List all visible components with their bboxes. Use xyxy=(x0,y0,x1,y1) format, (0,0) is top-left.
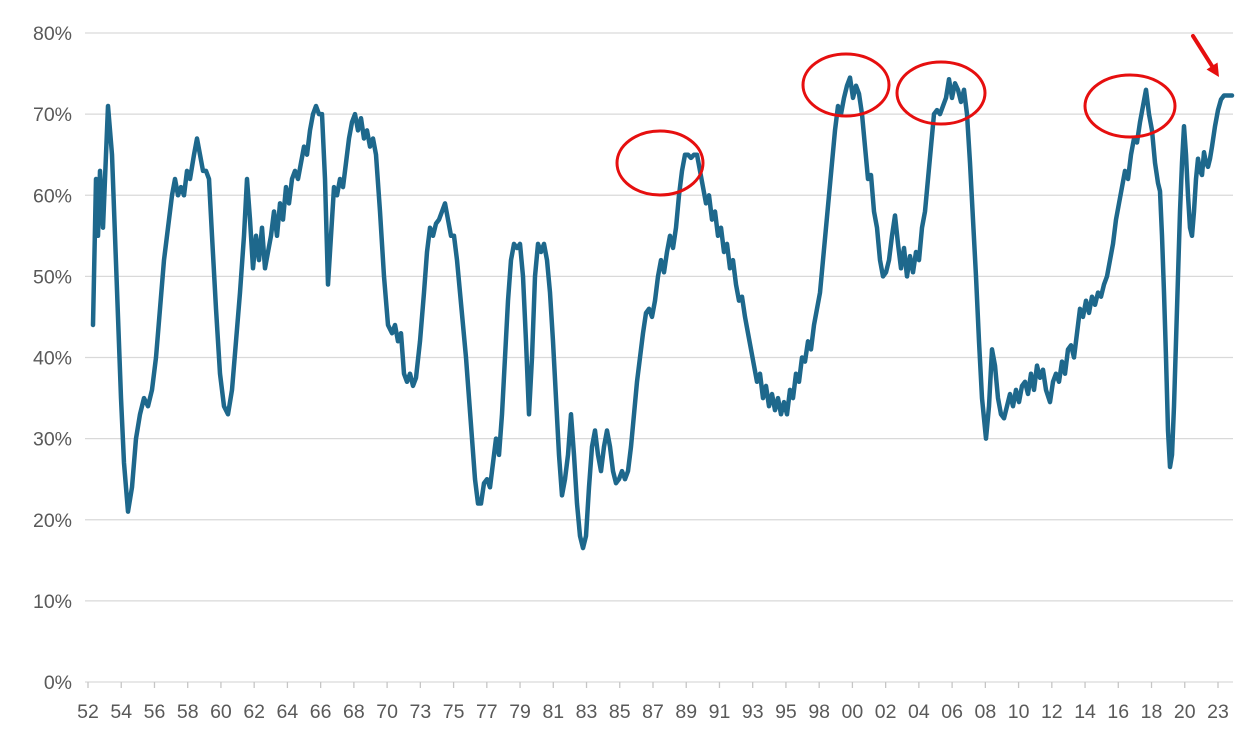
trend-line xyxy=(90,75,1235,551)
x-tick-label: 66 xyxy=(310,701,332,723)
x-tick-label: 14 xyxy=(1074,701,1096,723)
x-tick-label: 12 xyxy=(1041,701,1063,723)
x-tick-label: 77 xyxy=(476,701,498,723)
x-tick-label: 52 xyxy=(77,701,99,723)
annotation-ellipse-peak-1999-00 xyxy=(801,52,891,118)
x-tick-label: 06 xyxy=(941,701,963,723)
annotation-arrow-head xyxy=(1206,62,1219,77)
x-tick-label: 68 xyxy=(343,701,365,723)
y-tick-label: 0% xyxy=(44,672,72,694)
y-tick-label: 60% xyxy=(33,185,72,207)
x-tick-label: 64 xyxy=(277,701,299,723)
annotation-ellipse-peak-2017-18 xyxy=(1083,73,1177,139)
x-tick-label: 18 xyxy=(1141,701,1163,723)
y-tick-label: 70% xyxy=(33,104,72,126)
x-tick-label: 58 xyxy=(177,701,199,723)
x-tick-label: 91 xyxy=(709,701,731,723)
x-tick-label: 75 xyxy=(443,701,465,723)
y-tick-label: 20% xyxy=(33,510,72,532)
annotation-ellipse-peak-2006-07 xyxy=(895,60,987,126)
x-tick-label: 73 xyxy=(409,701,431,723)
x-tick-label: 81 xyxy=(542,701,564,723)
y-tick-label: 40% xyxy=(33,348,72,370)
x-tick-label: 60 xyxy=(210,701,232,723)
annotation-arrow-shaft xyxy=(1191,34,1215,69)
x-tick-label: 23 xyxy=(1207,701,1229,723)
x-tick-label: 95 xyxy=(775,701,797,723)
x-tick-label: 20 xyxy=(1174,701,1196,723)
y-tick-label: 50% xyxy=(33,266,72,288)
x-tick-label: 00 xyxy=(842,701,864,723)
x-tick-label: 62 xyxy=(243,701,265,723)
x-tick-label: 08 xyxy=(974,701,996,723)
x-tick-label: 79 xyxy=(509,701,531,723)
x-tick-label: 56 xyxy=(144,701,166,723)
x-tick-label: 54 xyxy=(110,701,132,723)
x-tick-label: 02 xyxy=(875,701,897,723)
x-tick-label: 16 xyxy=(1107,701,1129,723)
y-tick-label: 10% xyxy=(33,591,72,613)
x-tick-label: 85 xyxy=(609,701,631,723)
x-tick-label: 87 xyxy=(642,701,664,723)
y-tick-label: 30% xyxy=(33,429,72,451)
x-tick-label: 98 xyxy=(808,701,830,723)
annotation-ellipse-peak-1988-89 xyxy=(615,129,705,197)
y-tick-label: 80% xyxy=(33,23,72,45)
x-tick-label: 83 xyxy=(576,701,598,723)
x-tick-label: 04 xyxy=(908,701,930,723)
x-tick-label: 10 xyxy=(1008,701,1030,723)
x-tick-label: 89 xyxy=(675,701,697,723)
x-tick-label: 93 xyxy=(742,701,764,723)
x-tick-label: 70 xyxy=(376,701,398,723)
